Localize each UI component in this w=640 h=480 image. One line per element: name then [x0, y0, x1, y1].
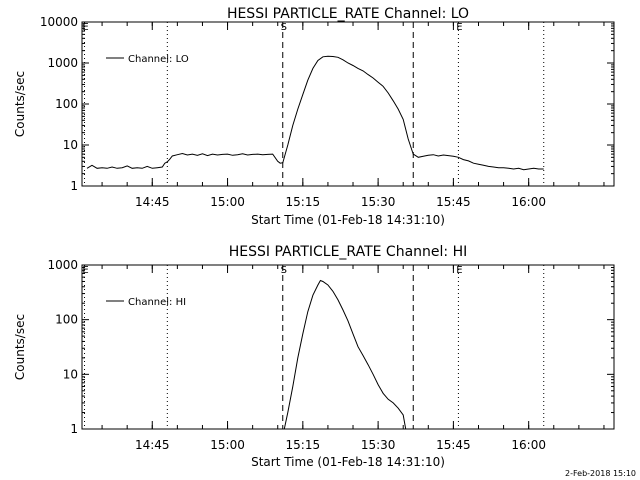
- chart-panel-1: HESSI PARTICLE_RATE Channel: HI 1 10 100 100…: [13, 244, 615, 469]
- y-tick-label: 1000: [47, 56, 78, 70]
- x-tick-label: 15:15: [286, 195, 321, 209]
- y-tick-label: 1: [70, 179, 78, 193]
- x-tick-label: 14:45: [135, 438, 170, 452]
- legend-label: Channel: LO: [128, 54, 189, 65]
- timestamp: 2-Feb-2018 15:10: [565, 469, 636, 478]
- x-tick-label: 16:00: [511, 195, 546, 209]
- x-tick-label: 15:45: [436, 438, 471, 452]
- x-tick-label: 14:45: [135, 195, 170, 209]
- x-tick-label: 16:00: [511, 438, 546, 452]
- event-marker-label: S: [281, 22, 287, 33]
- chart-title: HESSI PARTICLE_RATE Channel: LO: [227, 6, 469, 22]
- legend-label: Channel: HI: [128, 297, 186, 308]
- y-axis-label: Counts/sec: [13, 71, 27, 137]
- series-line-0: [86, 55, 544, 171]
- x-tick-label: 15:30: [361, 195, 396, 209]
- x-tick-label: 15:30: [361, 438, 396, 452]
- plot-frame: [81, 264, 615, 430]
- event-marker-label: E: [82, 22, 88, 33]
- y-tick-label: 1000: [47, 258, 78, 272]
- y-tick-label: 1: [70, 422, 78, 436]
- x-axis-label: Start Time (01-Feb-18 14:31:10): [251, 213, 445, 227]
- y-tick-label: 100: [55, 313, 78, 327]
- event-marker-label: E: [456, 265, 462, 276]
- chart-panel-0: HESSI PARTICLE_RATE Channel: LO 1 10 100 100…: [13, 6, 615, 227]
- x-tick-label: 15:00: [210, 195, 245, 209]
- plot-frame: [81, 21, 615, 187]
- x-tick-label: 15:15: [286, 438, 321, 452]
- event-marker-label: E: [82, 265, 88, 276]
- y-tick-label: 10: [63, 138, 78, 152]
- event-marker-label: S: [281, 265, 287, 276]
- x-tick-label: 15:45: [436, 195, 471, 209]
- y-tick-label: 100: [55, 97, 78, 111]
- series-line-0: [283, 279, 407, 429]
- x-axis-label: Start Time (01-Feb-18 14:31:10): [251, 455, 445, 469]
- y-axis-label: Counts/sec: [13, 314, 27, 380]
- chart-title: HESSI PARTICLE_RATE Channel: HI: [229, 244, 467, 260]
- y-tick-label: 10: [63, 367, 78, 381]
- y-tick-label: 10000: [40, 15, 78, 29]
- event-marker-label: E: [456, 22, 462, 33]
- x-tick-label: 15:00: [210, 438, 245, 452]
